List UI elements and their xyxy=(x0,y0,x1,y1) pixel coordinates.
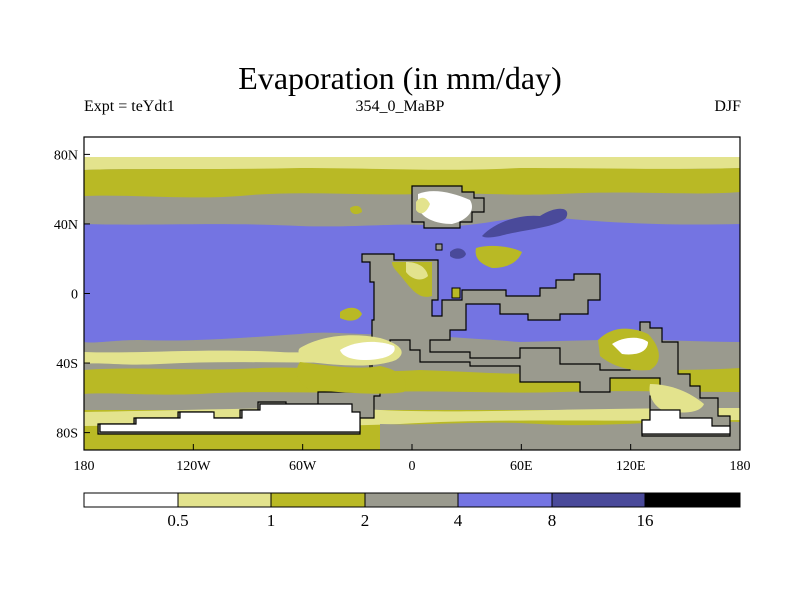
lat-tick-label: 40S xyxy=(56,357,78,372)
colorbar-box-gt16 xyxy=(645,493,740,507)
colorbar-level-label: 0.5 xyxy=(167,511,188,530)
colorbar-level-label: 2 xyxy=(361,511,370,530)
colorbar-level-label: 4 xyxy=(454,511,463,530)
colorbar-box-lt05 xyxy=(84,493,178,507)
lat-tick-label: 0 xyxy=(71,288,78,303)
colorbar: 0.5 1 2 4 8 16 xyxy=(83,492,741,530)
colorbar-box-8-16 xyxy=(552,493,645,507)
experiment-label: Expt = teYdt1 xyxy=(84,98,175,115)
colorbar-level-label: 1 xyxy=(267,511,276,530)
lon-tick-label: 60E xyxy=(510,459,533,474)
lat-tick-label: 80S xyxy=(56,427,78,442)
lon-tick-label: 180 xyxy=(74,459,95,474)
map-axes: 80N 40N 0 40S 80S 180 120W 60W 0 60E 120E 180 xyxy=(54,148,751,474)
lon-tick-label: 0 xyxy=(409,459,416,474)
time-label: 354_0_MaBP xyxy=(355,98,445,115)
colorbar-box-4-8 xyxy=(458,493,552,507)
lon-tick-label: 60W xyxy=(289,459,317,474)
field-arctic xyxy=(84,137,740,157)
colorbar-box-1-2 xyxy=(271,493,365,507)
lon-tick-label: 120E xyxy=(616,459,646,474)
season-label: DJF xyxy=(714,98,741,115)
plot-title: Evaporation (in mm/day) xyxy=(238,60,562,96)
colorbar-level-label: 16 xyxy=(637,511,654,530)
colorbar-box-2-4 xyxy=(365,493,458,507)
lat-tick-label: 40N xyxy=(54,218,78,233)
colorbar-level-label: 8 xyxy=(548,511,557,530)
map-field xyxy=(84,137,740,450)
lat-tick-label: 80N xyxy=(54,148,78,163)
lon-tick-label: 180 xyxy=(730,459,751,474)
colorbar-box-05-1 xyxy=(178,493,271,507)
lon-tick-label: 120W xyxy=(176,459,211,474)
